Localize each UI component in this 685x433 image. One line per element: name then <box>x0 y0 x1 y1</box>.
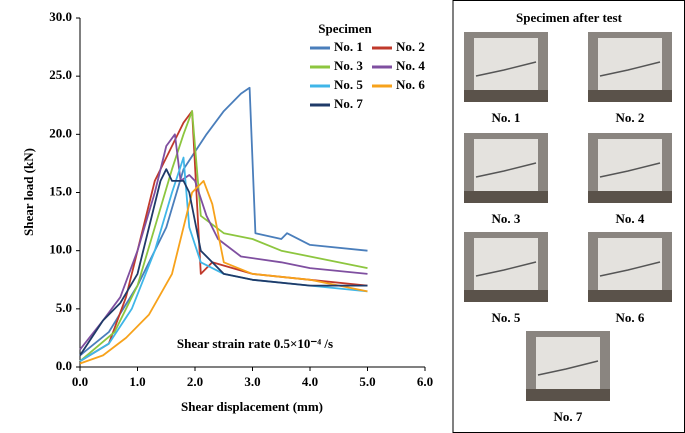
photo-ground <box>464 290 548 302</box>
legend-label: No. 2 <box>396 39 425 54</box>
y-tick-label: 5.0 <box>56 300 72 315</box>
x-tick-label: 1.0 <box>129 374 145 389</box>
photo-ground <box>526 389 610 401</box>
crack <box>599 61 661 77</box>
x-axis-title: Shear displacement (mm) <box>181 399 323 414</box>
y-tick-label: 25.0 <box>49 67 72 82</box>
legend-label: No. 7 <box>334 96 363 111</box>
legend-label: No. 5 <box>334 77 363 92</box>
x-tick-label: 6.0 <box>417 374 433 389</box>
photo-ground <box>588 290 672 302</box>
photo-ground <box>464 191 548 203</box>
series-line <box>79 110 368 362</box>
photo-ground <box>588 90 672 102</box>
legend-label: No. 4 <box>396 58 425 73</box>
x-tick-label: 5.0 <box>359 374 375 389</box>
series-line <box>79 168 368 356</box>
photo-label: No. 7 <box>554 409 583 424</box>
specimen-block <box>474 38 538 94</box>
x-tick-label: 2.0 <box>187 374 203 389</box>
x-tick-label: 4.0 <box>302 374 318 389</box>
photo-label: No. 3 <box>492 211 521 226</box>
photo-label: No. 6 <box>616 310 645 325</box>
crack <box>599 261 661 277</box>
legend-title: Specimen <box>318 21 372 36</box>
y-tick-label: 15.0 <box>49 183 72 198</box>
y-axis-title: Shear load (kN) <box>21 148 36 236</box>
crack <box>599 162 661 178</box>
x-tick-label: 3.0 <box>244 374 260 389</box>
photo-ground <box>588 191 672 203</box>
photo-ground <box>464 90 548 102</box>
specimen-block <box>474 139 538 195</box>
y-tick-label: 10.0 <box>49 242 72 257</box>
specimen-block <box>598 139 662 195</box>
crack <box>537 360 599 376</box>
series-line <box>79 86 368 357</box>
legend-label: No. 6 <box>396 77 425 92</box>
crack <box>475 261 537 277</box>
crack <box>475 61 537 77</box>
specimen-block <box>536 337 600 393</box>
photo-panel-title: Specimen after test <box>516 10 623 25</box>
photo-label: No. 4 <box>616 211 645 226</box>
series-line <box>79 179 368 365</box>
y-tick-label: 20.0 <box>49 125 72 140</box>
legend-label: No. 3 <box>334 58 363 73</box>
photo-label: No. 5 <box>492 310 521 325</box>
legend-label: No. 1 <box>334 39 363 54</box>
series-line <box>79 110 368 362</box>
specimen-block <box>598 238 662 294</box>
specimen-block <box>474 238 538 294</box>
series-line <box>79 133 368 351</box>
annotation: Shear strain rate 0.5×10⁻⁴ /s <box>177 336 333 351</box>
photo-label: No. 1 <box>492 110 521 125</box>
y-tick-label: 0.0 <box>56 358 72 373</box>
specimen-block <box>598 38 662 94</box>
photo-label: No. 2 <box>616 110 645 125</box>
x-tick-label: 0.0 <box>72 374 88 389</box>
crack <box>475 162 537 178</box>
y-tick-label: 30.0 <box>49 9 72 24</box>
